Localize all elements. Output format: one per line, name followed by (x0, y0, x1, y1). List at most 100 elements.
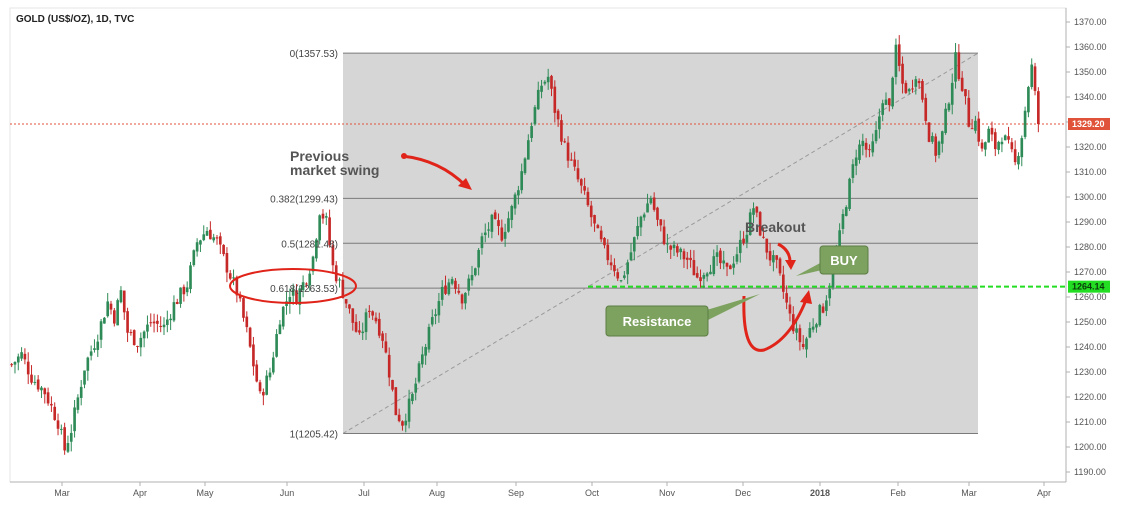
candle-body (205, 230, 209, 236)
candle-body (361, 331, 365, 334)
candle-body (788, 304, 792, 314)
candle-body (599, 230, 603, 240)
candle-body (507, 218, 510, 232)
candle-body (722, 260, 726, 264)
candle-body (940, 131, 944, 144)
candle-body (980, 142, 984, 149)
y-tick-label: 1250.00 (1074, 317, 1107, 327)
candle-body (93, 348, 96, 350)
candle-body (99, 321, 103, 340)
swing-arrow-head (458, 178, 472, 190)
candle-body (626, 262, 629, 275)
candle-body (53, 406, 57, 420)
candle-body (338, 279, 341, 281)
candle-body (430, 317, 434, 325)
candle-body (377, 318, 381, 336)
candle-body (480, 236, 484, 249)
resistance-callout (605, 305, 709, 337)
candle-body (851, 164, 855, 178)
candle-body (831, 267, 835, 288)
candle-body (265, 375, 268, 395)
candle-body (894, 44, 898, 78)
candle-body (715, 252, 719, 257)
candle-body (778, 258, 782, 274)
candle-body (609, 262, 613, 266)
candle-body (344, 299, 348, 304)
candle-body (169, 318, 172, 321)
candle-body (142, 331, 146, 339)
candle-body (324, 216, 328, 218)
candle-body (848, 178, 851, 209)
candle-body (904, 82, 908, 93)
candle-body (997, 141, 1000, 150)
candle-body (483, 232, 487, 236)
x-tick-label: Apr (1037, 488, 1051, 498)
x-tick-label: Dec (735, 488, 752, 498)
candle-body (911, 88, 914, 90)
candle-body (526, 140, 530, 160)
candle-body (745, 234, 749, 243)
candle-body (33, 381, 37, 383)
candle-body (43, 388, 47, 395)
candle-body (129, 332, 133, 334)
candle-body (381, 333, 384, 341)
y-axis: 1190.00 1200.00 1210.00 1220.00 1230.00 1240.… (1066, 17, 1107, 477)
candle-body (89, 351, 93, 356)
candle-body (79, 386, 83, 398)
candle-body (858, 144, 861, 161)
swing-annotation-line1: Previous (290, 148, 349, 164)
candle-body (570, 159, 573, 161)
candle-body (530, 126, 533, 138)
candle-body (493, 212, 497, 220)
candle-body (348, 304, 351, 309)
candle-body (513, 194, 517, 209)
candle-body (358, 330, 361, 333)
candle-body (444, 285, 447, 294)
candle-body (672, 244, 676, 249)
candle-body (679, 248, 682, 253)
candle-body (636, 225, 639, 237)
candle-body (182, 286, 186, 295)
candle-body (1010, 142, 1014, 150)
candle-body (957, 52, 961, 80)
candle-body (401, 421, 404, 426)
candle-body (457, 290, 461, 293)
candle-body (69, 432, 73, 442)
candle-body (76, 397, 80, 410)
candle-body (235, 276, 239, 296)
candle-body (179, 287, 182, 304)
candle-body (427, 326, 431, 350)
y-tick-label: 1210.00 (1074, 417, 1107, 427)
candle-body (666, 243, 669, 245)
candle-body (891, 77, 894, 107)
candle-body (1003, 135, 1007, 141)
candle-body (126, 311, 129, 333)
candle-body (934, 136, 937, 156)
candle-body (447, 282, 451, 295)
candle-body (560, 120, 563, 142)
buy-callout-pointer (796, 262, 822, 276)
candle-body (421, 354, 424, 365)
candle-body (874, 130, 878, 142)
candle-body (192, 250, 196, 266)
candle-body (987, 128, 990, 143)
candle-body (550, 75, 553, 89)
candle-body (10, 364, 13, 366)
y-tick-label: 1290.00 (1074, 217, 1107, 227)
candle-body (536, 89, 540, 110)
candle-body (815, 324, 818, 328)
swing-arrow-tail (401, 153, 407, 159)
candle-body (1017, 156, 1020, 165)
candle-body (619, 280, 623, 282)
candle-body (106, 301, 110, 317)
candle-body (185, 287, 189, 293)
candle-body (288, 296, 292, 304)
candle-body (765, 238, 769, 253)
candle-body (1007, 136, 1010, 140)
candle-body (23, 353, 27, 360)
candles-group (10, 35, 1040, 455)
candle-body (391, 379, 394, 390)
candle-body (202, 234, 206, 241)
